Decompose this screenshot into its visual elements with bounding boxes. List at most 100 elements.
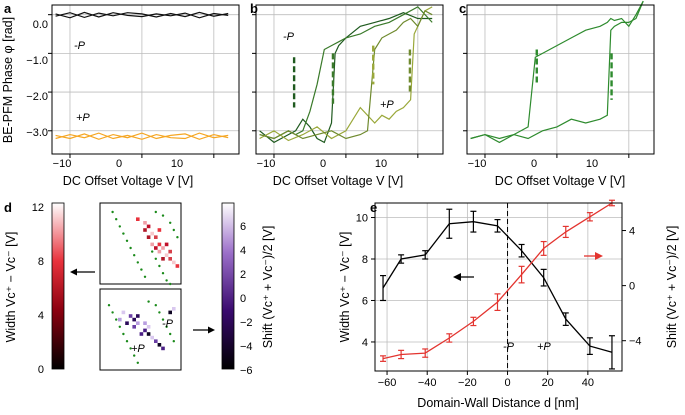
width-map-cell-9 bbox=[164, 253, 169, 257]
width-map-cell-5 bbox=[146, 235, 151, 239]
xtick-e-3: 0 bbox=[504, 377, 510, 389]
arrow-right-d-head bbox=[208, 326, 215, 334]
shift-map-dot-11 bbox=[158, 311, 161, 314]
ylabel-e-right: Shift (Vc⁺ + Vc⁻)/2 [V] bbox=[665, 226, 679, 349]
xtick-b-0: −10 bbox=[257, 158, 276, 170]
shift-map-dot-1 bbox=[111, 311, 114, 314]
width-map-cell-14 bbox=[164, 242, 169, 247]
shift-tick-1: 4 bbox=[240, 245, 246, 257]
width-map-dot-12 bbox=[158, 264, 161, 268]
grid-a bbox=[52, 5, 239, 154]
shift-map-dot-8 bbox=[136, 361, 139, 364]
width-map-dot-19 bbox=[172, 228, 175, 232]
width-map-dot-13 bbox=[161, 272, 165, 275]
annotation-d-minus: -P bbox=[162, 318, 174, 330]
shift-map-cell-10 bbox=[143, 321, 147, 325]
shift-map-dot-14 bbox=[169, 332, 172, 336]
shift-map-cell-5 bbox=[143, 328, 147, 333]
ytick-e-right-1: 0 bbox=[629, 281, 635, 293]
width-map-dot-14 bbox=[165, 279, 168, 282]
xlabel-e: Domain-Wall Distance d [nm] bbox=[417, 396, 578, 410]
series-line-b-2 bbox=[259, 6, 433, 142]
ytick-e-left-3: 10 bbox=[356, 213, 368, 225]
grid-c bbox=[467, 5, 654, 154]
width-map-dot-2 bbox=[118, 225, 122, 228]
shift-map-dot-9 bbox=[147, 300, 150, 303]
width-map-dot-3 bbox=[122, 232, 125, 235]
shift-map-cell-18 bbox=[154, 328, 158, 333]
series-line-a-0 bbox=[55, 11, 229, 19]
shift-map-dot-6 bbox=[129, 347, 132, 350]
shift-map-dot-4 bbox=[122, 332, 125, 336]
series-line-a-3 bbox=[55, 132, 229, 140]
shift-tick-5: −4 bbox=[240, 341, 253, 353]
width-map-dot-15 bbox=[169, 282, 172, 286]
shift-tick-3: 0 bbox=[240, 293, 246, 305]
xtick-e-4: 20 bbox=[542, 377, 554, 389]
shift-map-cell-7 bbox=[150, 335, 154, 340]
width-map-cell-15 bbox=[172, 260, 176, 265]
ytick-e-right-2: 4 bbox=[629, 226, 635, 238]
width-map-cell-6 bbox=[157, 242, 162, 247]
shift-map-dot-5 bbox=[125, 340, 129, 343]
shift-tick-4: −2 bbox=[240, 317, 253, 329]
width-tick-3: 0 bbox=[38, 364, 44, 376]
ytick-a-1: −1.0 bbox=[26, 55, 48, 67]
width-map-dot-20 bbox=[176, 236, 179, 239]
width-map-dot-8 bbox=[140, 268, 143, 271]
ticks-c bbox=[463, 14, 630, 158]
grid-e bbox=[375, 203, 622, 371]
shift-map bbox=[99, 288, 182, 371]
width-map-cell-3 bbox=[150, 231, 154, 236]
arrow-e-right-head bbox=[595, 252, 603, 260]
shift-map-dot-10 bbox=[154, 304, 157, 307]
annotation-e-minus: -P bbox=[503, 341, 515, 353]
width-map bbox=[99, 202, 182, 285]
series-e bbox=[380, 199, 615, 370]
width-map-cell-12 bbox=[157, 228, 162, 232]
shift-map-cell-1 bbox=[128, 314, 133, 318]
shift-colorbar bbox=[221, 202, 235, 370]
shift-map-cell-14 bbox=[146, 325, 151, 329]
panel-label-c: c bbox=[459, 1, 466, 16]
ylabel-e-left: Width Vc⁺ − Vc⁻ [V] bbox=[338, 232, 352, 343]
ytick-e-left-2: 8 bbox=[362, 254, 368, 266]
shift-map-cell-17 bbox=[118, 317, 122, 322]
xtick-a-0: −10 bbox=[53, 158, 72, 170]
shift-tick-6: −6 bbox=[240, 365, 253, 377]
width-map-dot-6 bbox=[133, 254, 136, 257]
width-map-dot-1 bbox=[115, 218, 118, 221]
series-line-c-1 bbox=[470, 0, 644, 140]
width-map-cell-18 bbox=[175, 264, 180, 268]
shift-colorbar-label: Shift (Vc⁺ + Vc⁻)/2 [V] bbox=[261, 226, 275, 349]
ytick-e-right-0: −4 bbox=[629, 336, 642, 348]
width-map-dot-11 bbox=[154, 257, 157, 260]
ytick-a-3: −3.0 bbox=[26, 127, 48, 139]
width-map-cells bbox=[111, 210, 180, 286]
shift-map-cell-19 bbox=[161, 346, 165, 351]
shift-tick-2: 2 bbox=[240, 269, 246, 281]
shift-map-cell-9 bbox=[136, 314, 140, 318]
shift-map-dot-0 bbox=[107, 304, 111, 307]
shift-map-dot-13 bbox=[165, 325, 168, 328]
width-map-dot-9 bbox=[143, 275, 147, 278]
width-map-cell-13 bbox=[150, 242, 154, 247]
width-colorbar-label: Width Vc⁺ − Vc⁻ [V] bbox=[4, 232, 18, 343]
shift-tick-0: 6 bbox=[240, 221, 246, 233]
shift-map-dot-7 bbox=[133, 354, 136, 357]
ylabel-a: BE-PFM Phase φ [rad] bbox=[1, 17, 15, 143]
panel-b: −10 0 10 DC Offset Voltage V [V] -P +P bbox=[252, 4, 444, 188]
shift-map-dot-2 bbox=[115, 318, 118, 321]
panel-label-d: d bbox=[4, 200, 12, 215]
xlabel-a: DC Offset Voltage V [V] bbox=[63, 174, 193, 188]
ticks-a bbox=[48, 14, 215, 158]
xlabel-b: DC Offset Voltage V [V] bbox=[273, 174, 403, 188]
width-map-dot-4 bbox=[125, 239, 129, 242]
shift-map-cell-0 bbox=[121, 310, 126, 315]
annotation-e-plus: +P bbox=[537, 341, 551, 353]
shift-map-cell-20 bbox=[168, 310, 172, 315]
series-c bbox=[470, 0, 644, 144]
